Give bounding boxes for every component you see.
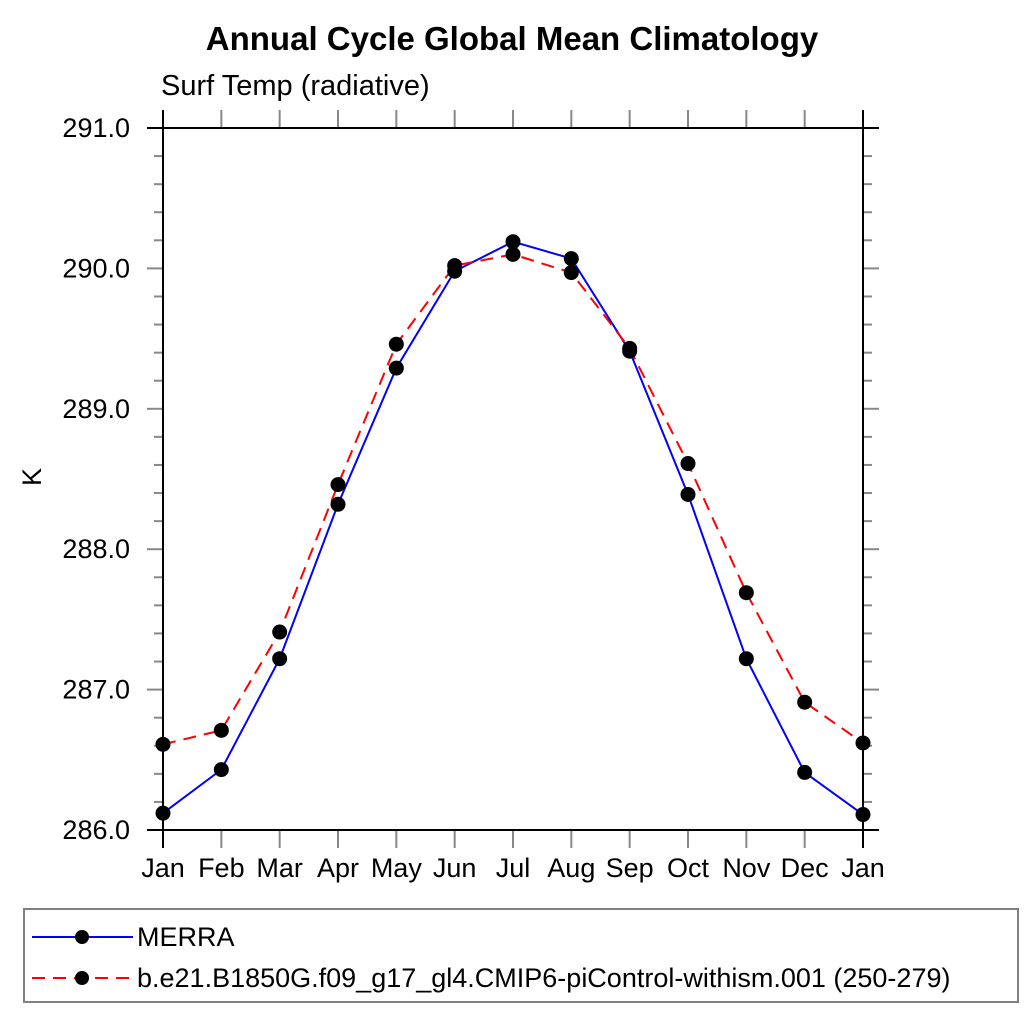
- x-tick-label: Feb: [198, 853, 245, 883]
- x-tick-label: Sep: [606, 853, 654, 883]
- data-point-1: [738, 585, 754, 601]
- x-tick-label: Apr: [317, 853, 359, 883]
- x-tick-label: Nov: [722, 853, 771, 883]
- data-point-0: [388, 360, 404, 376]
- series-line-1: [162, 253, 864, 746]
- x-tick-label: Aug: [547, 853, 595, 883]
- series-line-0: [162, 240, 864, 816]
- chart-title: Annual Cycle Global Mean Climatology: [205, 20, 819, 57]
- data-point-0: [855, 807, 871, 823]
- data-point-0: [680, 486, 696, 502]
- legend-item-1: b.e21.B1850G.f09_g17_gl4.CMIP6-piControl…: [30, 963, 950, 993]
- data-point-1: [155, 736, 171, 752]
- data-point-0: [272, 651, 288, 667]
- x-tick-label: Jul: [496, 853, 531, 883]
- data-point-1: [272, 624, 288, 640]
- legend-marker: [75, 971, 89, 985]
- y-tick-label: 288.0: [62, 534, 130, 564]
- data-point-0: [505, 234, 521, 250]
- data-point-0: [213, 762, 229, 778]
- x-tick-label: Jan: [841, 853, 885, 883]
- legend-item-0: MERRA: [30, 922, 235, 952]
- data-point-0: [155, 805, 171, 821]
- chart-subtitle: Surf Temp (radiative): [161, 70, 430, 102]
- legend-label-0: MERRA: [137, 921, 235, 952]
- data-point-1: [680, 456, 696, 472]
- x-tick-label: Mar: [256, 853, 303, 883]
- plot-frame: [162, 127, 864, 831]
- data-point-1: [447, 258, 463, 274]
- y-tick-label: 290.0: [62, 253, 130, 283]
- legend-marker: [75, 930, 89, 944]
- data-point-1: [622, 340, 638, 356]
- data-point-0: [738, 651, 754, 667]
- x-tick-label: May: [371, 853, 423, 883]
- legend-box: MERRA b.e21.B1850G.f09_g17_gl4.CMIP6-piCo…: [23, 908, 1019, 1003]
- data-point-1: [213, 722, 229, 738]
- data-point-0: [797, 764, 813, 780]
- y-tick-label: 291.0: [62, 113, 130, 143]
- x-tick-label: Jun: [433, 853, 477, 883]
- data-point-0: [563, 251, 579, 267]
- data-point-1: [505, 246, 521, 262]
- data-point-1: [855, 735, 871, 751]
- y-tick-label: 289.0: [62, 394, 130, 424]
- x-tick-label: Oct: [667, 853, 710, 883]
- y-tick-label: 287.0: [62, 675, 130, 705]
- data-point-1: [388, 336, 404, 352]
- x-tick-label: Jan: [141, 853, 185, 883]
- data-point-1: [330, 477, 346, 493]
- legend-label-1: b.e21.B1850G.f09_g17_gl4.CMIP6-piControl…: [137, 962, 951, 993]
- legend-line-sample: [32, 971, 133, 985]
- legend-line-sample: [32, 930, 133, 944]
- data-point-0: [330, 496, 346, 512]
- y-tick-label: 286.0: [62, 815, 130, 845]
- x-tick-label: Dec: [781, 853, 829, 883]
- data-point-1: [563, 265, 579, 281]
- data-point-1: [797, 694, 813, 710]
